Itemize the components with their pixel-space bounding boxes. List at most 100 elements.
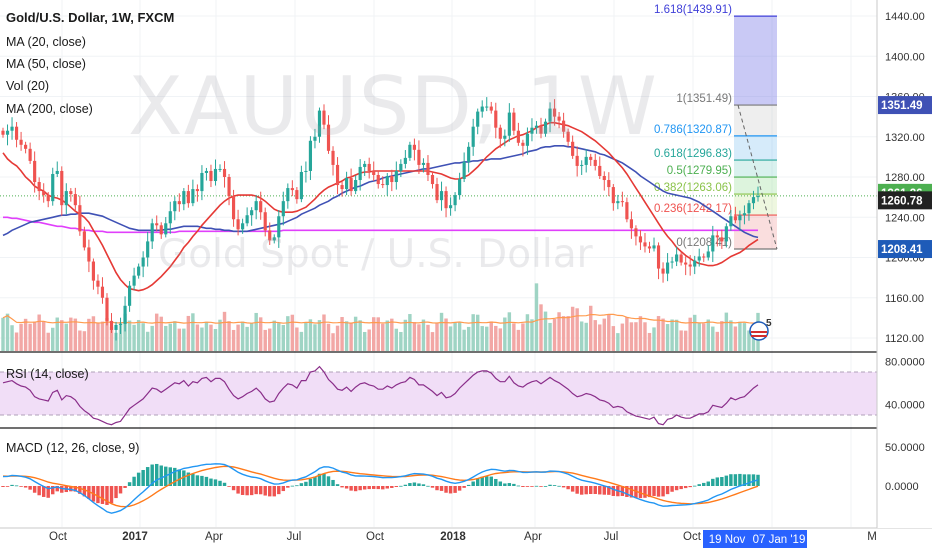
macd-histogram-bar [575, 486, 579, 494]
candle-body [611, 187, 615, 204]
candle-body [498, 127, 502, 139]
macd-histogram-bar [742, 474, 747, 486]
macd-histogram-bar [173, 467, 177, 486]
candle-body [105, 297, 109, 321]
macd-histogram-bar [466, 484, 471, 486]
macd-histogram-bar [51, 486, 55, 495]
macd-histogram-bar [647, 486, 652, 498]
ma200-legend[interactable]: MA (200, close) [6, 102, 93, 116]
macd-histogram-bar [534, 485, 539, 487]
price-label-badge [878, 96, 932, 115]
candle-body [236, 219, 240, 230]
volume-bar [629, 322, 634, 351]
volume-bar [475, 314, 480, 351]
volume-bar [123, 313, 127, 351]
candle-body [638, 236, 643, 243]
macd-histogram-bar [747, 474, 751, 486]
volume-bar [118, 322, 123, 351]
volume-bar [1, 317, 5, 351]
volume-bar [340, 317, 344, 351]
candle-body [263, 212, 267, 231]
rsi-tick-label: 40.0000 [885, 399, 925, 411]
candle-body [37, 182, 41, 192]
candle-body [751, 197, 756, 204]
volume-bar [268, 328, 272, 351]
volume-bar [37, 314, 41, 351]
rsi-legend[interactable]: RSI (14, close) [6, 367, 89, 381]
macd-histogram-bar [376, 486, 380, 490]
volume-legend[interactable]: Vol (20) [6, 79, 50, 93]
fib-level-label: 1.618(1439.91) [654, 4, 732, 16]
macd-histogram-bar [100, 486, 105, 504]
candle-body [182, 191, 186, 205]
volume-bar [385, 320, 389, 351]
candle-body [584, 156, 588, 165]
candle-body [729, 216, 733, 227]
candle-body [295, 190, 299, 200]
candle-body [1, 130, 5, 135]
macd-histogram-bar [245, 486, 249, 496]
volume-bar [539, 304, 543, 351]
time-tick-label: 2017 [122, 531, 148, 543]
candle-body [277, 216, 281, 238]
fib-zone [734, 194, 777, 216]
volume-bar [204, 321, 209, 351]
ma20-legend[interactable]: MA (20, close) [6, 35, 86, 49]
macd-histogram-bar [620, 486, 625, 496]
fib-level-label: 0(1208.41) [676, 237, 732, 249]
candle-body [24, 144, 28, 149]
macd-histogram-bar [154, 463, 159, 486]
macd-histogram-bar [141, 469, 145, 486]
candle-body [747, 203, 751, 214]
time-tick-label: Oct [366, 531, 385, 543]
candle-body [607, 180, 611, 188]
candle-body [372, 170, 376, 175]
macd-histogram-bar [412, 482, 417, 486]
candle-body [46, 195, 50, 202]
macd-histogram-bar [263, 486, 267, 496]
volume-bar [272, 320, 276, 351]
ma50-legend[interactable]: MA (50, close) [6, 57, 86, 71]
volume-bar [702, 323, 706, 351]
candle-body [164, 223, 168, 235]
candle-body [724, 226, 728, 242]
time-tick-label: Apr [205, 531, 223, 543]
macd-histogram-bar [150, 464, 154, 486]
volume-bar [168, 323, 172, 351]
candle-body [670, 261, 674, 263]
macd-legend[interactable]: MACD (12, 26, close, 9) [6, 441, 140, 455]
macd-histogram-bar [1, 486, 5, 487]
volume-bar [706, 319, 710, 351]
symbol-title[interactable]: Gold/U.S. Dollar, 1W, FXCM [6, 10, 175, 25]
macd-histogram-bar [353, 486, 358, 492]
macd-histogram-bar [5, 486, 10, 487]
volume-bar [602, 318, 607, 351]
macd-histogram-bar [127, 482, 132, 486]
macd-histogram-bar [570, 486, 575, 492]
volume-bar [105, 318, 109, 351]
macd-histogram-bar [258, 486, 263, 495]
volume-ma-line [2, 313, 759, 324]
macd-histogram-bar [566, 486, 570, 490]
candle-body [168, 211, 172, 224]
volume-bar [349, 323, 353, 351]
volume-bar [742, 323, 747, 351]
macd-histogram-bar [494, 478, 498, 486]
candle-body [51, 173, 55, 202]
candle-body [146, 241, 150, 258]
candle-body [19, 139, 23, 145]
volume-bar [647, 332, 652, 351]
macd-line [2, 463, 759, 514]
fib-zone [734, 177, 777, 195]
candle-body [200, 172, 204, 192]
macd-histogram-bar [87, 486, 91, 499]
volume-bar [390, 318, 394, 351]
macd-histogram-bar [394, 486, 399, 487]
macd-histogram-bar [426, 485, 430, 487]
macd-tick-label: 0.0000 [885, 481, 919, 493]
macd-histogram-bar [96, 486, 100, 504]
volume-bar [616, 333, 620, 351]
candle-body [335, 164, 340, 186]
candle-body [715, 235, 719, 238]
